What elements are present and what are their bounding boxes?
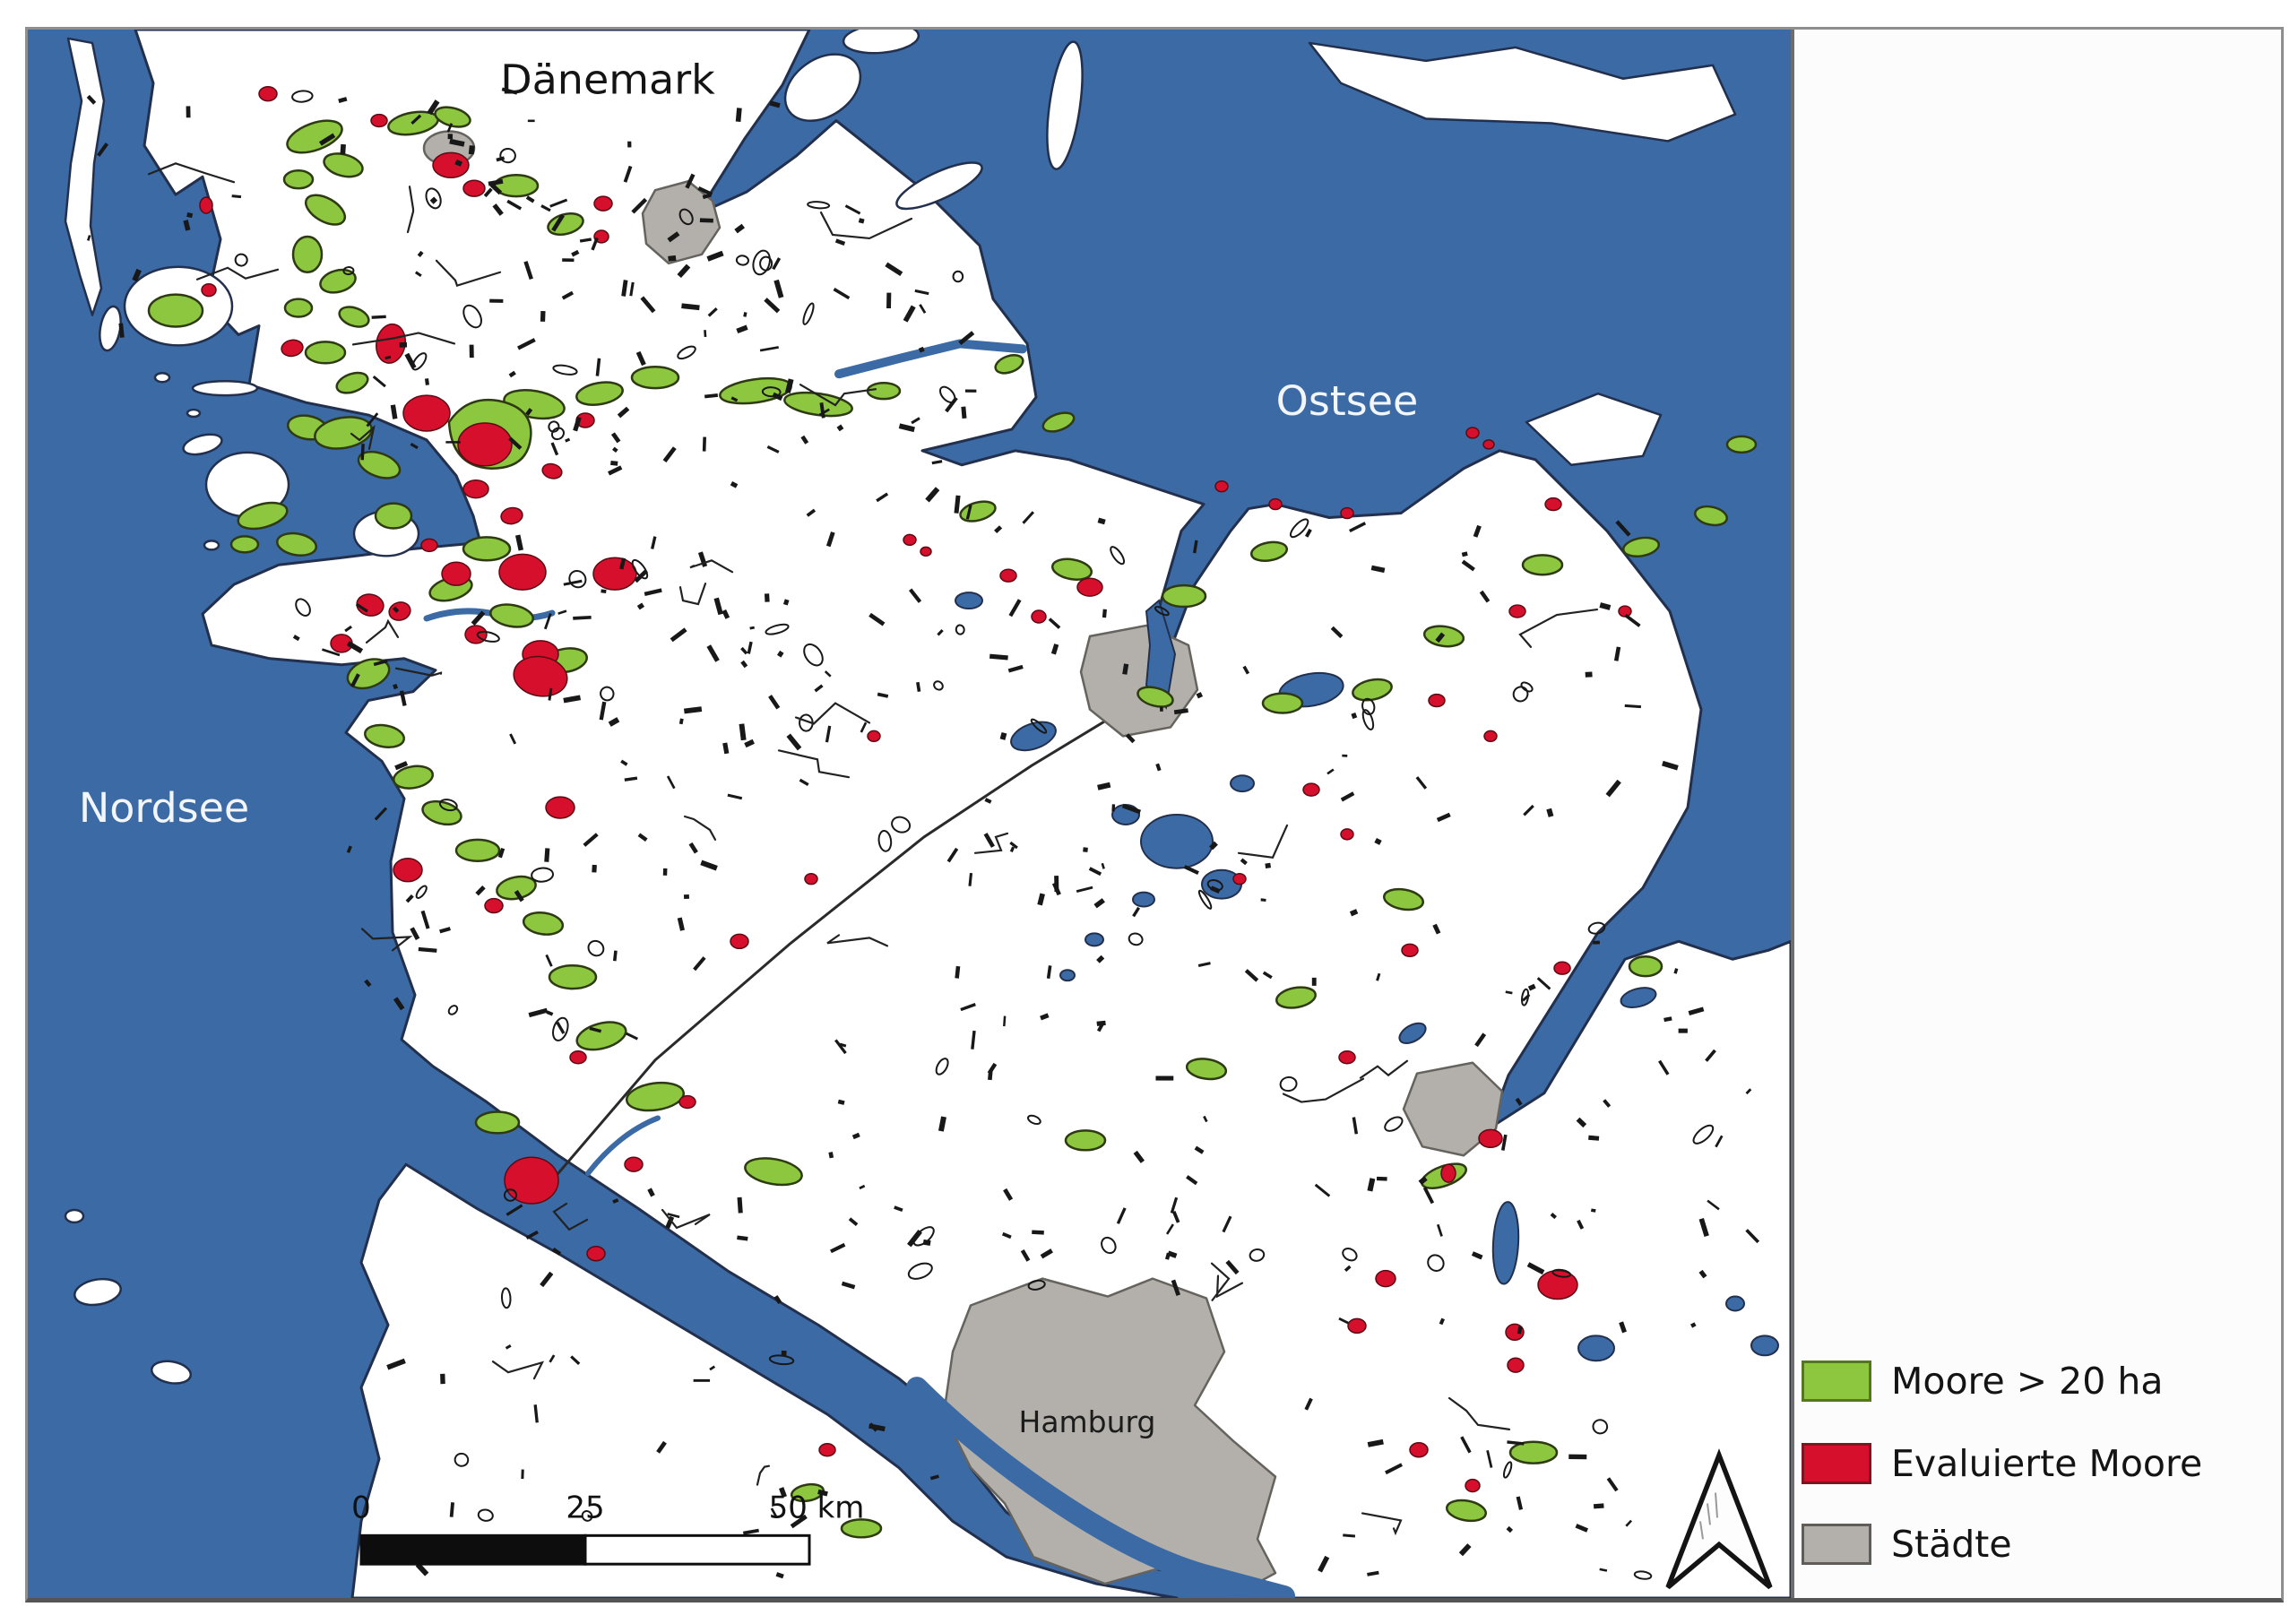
island-lolland bbox=[1308, 41, 1737, 143]
legend-item-staedte: Städte bbox=[1802, 1521, 2012, 1568]
scale-tick-0: 0 bbox=[351, 1490, 371, 1525]
legend-label-staedte: Städte bbox=[1891, 1523, 2012, 1566]
city-hamburg bbox=[942, 1277, 1277, 1594]
label-baltic-sea: Ostsee bbox=[1276, 376, 1419, 425]
scale-bar: 0 25 50 km bbox=[351, 1490, 865, 1566]
legend-swatch-moore bbox=[1802, 1361, 1871, 1402]
legend-panel: Moore > 20 ha Evaluierte Moore Städte bbox=[1791, 30, 2281, 1598]
legend-label-moore: Moore > 20 ha bbox=[1891, 1360, 2164, 1403]
map-canvas: Dänemark Ostsee Nordsee Hamburg 0 25 50 … bbox=[28, 30, 1791, 1598]
label-denmark: Dänemark bbox=[500, 56, 715, 104]
legend-swatch-staedte bbox=[1802, 1524, 1871, 1565]
scale-tick-25: 25 bbox=[566, 1490, 604, 1525]
legend-item-evaluierte-moore: Evaluierte Moore bbox=[1802, 1440, 2202, 1487]
schlei-inlet bbox=[834, 339, 1027, 379]
label-hamburg: Hamburg bbox=[1019, 1404, 1156, 1439]
label-north-sea: Nordsee bbox=[79, 783, 249, 832]
map-texture bbox=[86, 87, 1760, 1580]
moor-patches-evaluated bbox=[199, 85, 1632, 1493]
island-fehmarn bbox=[1525, 392, 1663, 467]
map-svg: Dänemark Ostsee Nordsee Hamburg 0 25 50 … bbox=[28, 30, 1791, 1598]
north-arrow-icon bbox=[1665, 1448, 1773, 1590]
elbe-through-hamburg bbox=[906, 1377, 1295, 1598]
kiel-fjord bbox=[1145, 599, 1177, 710]
scale-tick-50km: 50 km bbox=[769, 1490, 865, 1525]
stoer-river bbox=[585, 1115, 661, 1177]
legend-item-moore: Moore > 20 ha bbox=[1802, 1358, 2163, 1404]
map-figure: Dänemark Ostsee Nordsee Hamburg 0 25 50 … bbox=[25, 27, 2284, 1602]
moor-patches-green bbox=[147, 106, 1758, 1539]
legend-label-evaluierte-moore: Evaluierte Moore bbox=[1891, 1442, 2203, 1485]
island-sylt bbox=[64, 37, 106, 316]
city-flensburg bbox=[641, 179, 722, 265]
kiel-canal bbox=[550, 702, 1136, 1182]
legend-swatch-evaluierte-moore bbox=[1802, 1443, 1871, 1484]
